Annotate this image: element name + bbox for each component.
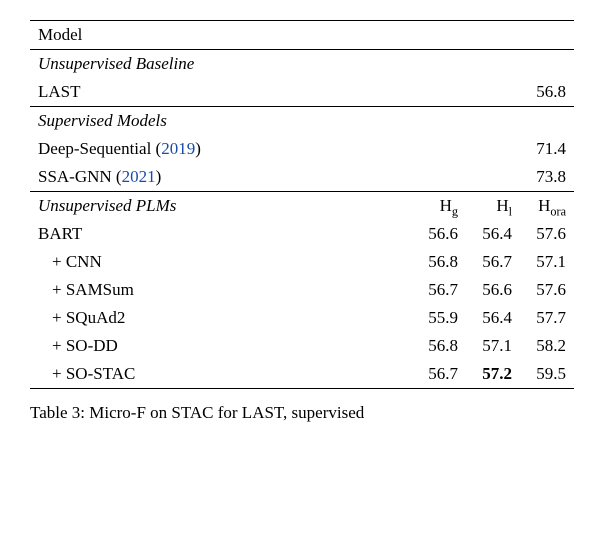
- table-row-so-dd: + SO-DD 56.8 57.1 58.2: [30, 332, 574, 360]
- row-value: 73.8: [520, 163, 574, 192]
- table-row-bart: BART 56.6 56.4 57.6: [30, 220, 574, 248]
- table-row-squad2: + SQuAd2 55.9 56.4 57.7: [30, 304, 574, 332]
- cell-hl: 57.1: [466, 332, 520, 360]
- table-row-samsum: + SAMSum 56.7 56.6 57.6: [30, 276, 574, 304]
- row-name: + SQuAd2: [30, 304, 412, 332]
- cell-hora: 57.1: [520, 248, 574, 276]
- cell-hl: 57.2: [466, 360, 520, 389]
- section-label: Supervised Models: [30, 107, 412, 136]
- cell-hora: 57.6: [520, 276, 574, 304]
- row-name: + CNN: [30, 248, 412, 276]
- cell-hg: 56.7: [412, 276, 466, 304]
- section-label: Unsupervised PLMs: [30, 192, 412, 221]
- citation-link[interactable]: 2019: [161, 139, 195, 158]
- col-header-hg: Hg: [412, 192, 466, 221]
- cell-hg: 56.6: [412, 220, 466, 248]
- table-row-cnn: + CNN 56.8 56.7 57.1: [30, 248, 574, 276]
- table-row-so-stac: + SO-STAC 56.7 57.2 59.5: [30, 360, 574, 389]
- table-row-last: LAST 56.8: [30, 78, 574, 107]
- cell-hl: 56.6: [466, 276, 520, 304]
- caption-body: Micro-F on STAC for LAST, supervised: [89, 403, 364, 422]
- cell-hora: 57.7: [520, 304, 574, 332]
- row-name: Deep-Sequential (2019): [30, 135, 412, 163]
- citation-link[interactable]: 2021: [122, 167, 156, 186]
- table-header-row: Model: [30, 21, 574, 50]
- results-table: Model Unsupervised Baseline LAST 56.8 Su…: [30, 20, 574, 389]
- row-value: 56.8: [520, 78, 574, 107]
- row-name: BART: [30, 220, 412, 248]
- section-supervised-models: Supervised Models: [30, 107, 574, 136]
- col-header-hl: Hl: [466, 192, 520, 221]
- caption-prefix: Table 3:: [30, 403, 89, 422]
- row-name: + SAMSum: [30, 276, 412, 304]
- section-unsupervised-plms: Unsupervised PLMs Hg Hl Hora: [30, 192, 574, 221]
- cell-hl: 56.7: [466, 248, 520, 276]
- cell-hg: 56.8: [412, 332, 466, 360]
- cell-hg: 56.8: [412, 248, 466, 276]
- table-caption: Table 3: Micro-F on STAC for LAST, super…: [30, 403, 574, 423]
- table-row-ssa-gnn: SSA-GNN (2021) 73.8: [30, 163, 574, 192]
- cell-hora: 58.2: [520, 332, 574, 360]
- header-model-label: Model: [30, 21, 412, 50]
- cell-hora: 57.6: [520, 220, 574, 248]
- row-name: LAST: [30, 78, 412, 107]
- row-name: SSA-GNN (2021): [30, 163, 412, 192]
- cell-hg: 55.9: [412, 304, 466, 332]
- cell-hl: 56.4: [466, 304, 520, 332]
- section-label: Unsupervised Baseline: [30, 50, 412, 79]
- table-row-deep-sequential: Deep-Sequential (2019) 71.4: [30, 135, 574, 163]
- cell-hora: 59.5: [520, 360, 574, 389]
- row-value: 71.4: [520, 135, 574, 163]
- row-name: + SO-STAC: [30, 360, 412, 389]
- col-header-hora: Hora: [520, 192, 574, 221]
- cell-hl: 56.4: [466, 220, 520, 248]
- row-name: + SO-DD: [30, 332, 412, 360]
- section-unsupervised-baseline: Unsupervised Baseline: [30, 50, 574, 79]
- cell-hg: 56.7: [412, 360, 466, 389]
